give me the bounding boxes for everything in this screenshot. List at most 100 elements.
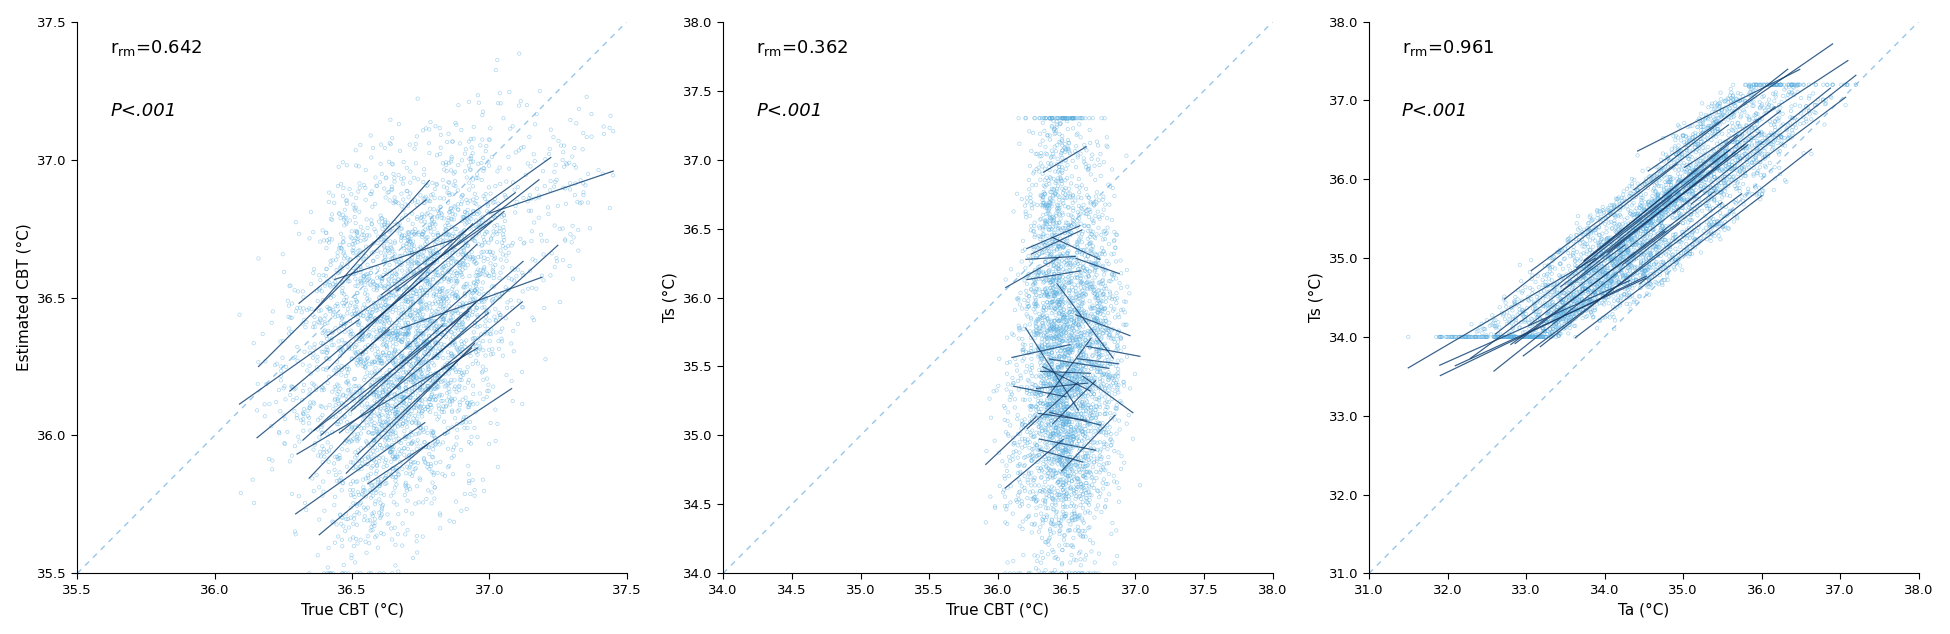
Point bbox=[365, 358, 396, 368]
Point bbox=[1039, 290, 1071, 301]
Point bbox=[1562, 266, 1593, 276]
Point bbox=[339, 462, 370, 472]
Point bbox=[1071, 350, 1102, 360]
Point bbox=[322, 417, 353, 427]
Point bbox=[1558, 278, 1589, 288]
Point bbox=[1074, 311, 1106, 321]
Point bbox=[1053, 370, 1084, 380]
Point bbox=[1782, 80, 1814, 90]
Point bbox=[1100, 361, 1131, 371]
Point bbox=[1687, 127, 1718, 138]
Point bbox=[1043, 443, 1074, 453]
Point bbox=[1630, 202, 1661, 212]
Point bbox=[390, 479, 421, 489]
Point bbox=[1580, 287, 1611, 297]
Point bbox=[1652, 176, 1683, 186]
Point bbox=[355, 469, 386, 479]
Point bbox=[1589, 280, 1620, 290]
Point bbox=[1034, 354, 1065, 364]
Point bbox=[437, 248, 468, 258]
Point bbox=[421, 373, 452, 383]
Point bbox=[468, 375, 499, 385]
Point bbox=[406, 411, 437, 422]
Point bbox=[355, 131, 386, 141]
Point bbox=[1098, 333, 1129, 343]
Point bbox=[1086, 295, 1117, 306]
Point bbox=[386, 255, 417, 265]
Point bbox=[1525, 332, 1556, 342]
Point bbox=[349, 485, 380, 495]
Point bbox=[470, 312, 501, 322]
Point bbox=[1057, 404, 1088, 414]
Point bbox=[413, 320, 445, 330]
Point bbox=[359, 313, 390, 323]
Point bbox=[1539, 319, 1570, 329]
Point bbox=[1039, 129, 1071, 139]
Point bbox=[365, 406, 396, 416]
Point bbox=[447, 234, 478, 244]
Point bbox=[1696, 223, 1728, 233]
Point bbox=[1067, 307, 1098, 318]
Point bbox=[411, 335, 443, 346]
Point bbox=[460, 347, 491, 357]
Point bbox=[1051, 382, 1082, 392]
Point bbox=[1041, 297, 1072, 307]
Point bbox=[499, 147, 530, 157]
Point bbox=[1051, 249, 1082, 259]
Point bbox=[1045, 482, 1076, 492]
Point bbox=[1082, 296, 1113, 306]
Point bbox=[1053, 484, 1084, 495]
Point bbox=[1084, 437, 1115, 447]
Point bbox=[1759, 135, 1790, 145]
Point bbox=[1057, 113, 1088, 123]
Point bbox=[1092, 355, 1123, 365]
Point bbox=[339, 295, 370, 305]
Point bbox=[435, 335, 466, 345]
Point bbox=[1022, 489, 1053, 499]
Point bbox=[1718, 163, 1749, 173]
Point bbox=[1663, 148, 1695, 158]
Point bbox=[1695, 227, 1726, 237]
Point bbox=[1566, 281, 1597, 291]
Point bbox=[1581, 273, 1613, 283]
Point bbox=[316, 235, 347, 245]
Point bbox=[1632, 164, 1663, 174]
Point bbox=[1638, 259, 1669, 269]
Point bbox=[413, 223, 445, 233]
Point bbox=[1002, 189, 1034, 199]
Point bbox=[1702, 158, 1734, 168]
Point bbox=[1496, 332, 1527, 342]
Point bbox=[1700, 119, 1732, 129]
Point bbox=[1572, 264, 1603, 274]
Point bbox=[353, 403, 384, 413]
Point bbox=[1745, 101, 1776, 111]
Point bbox=[374, 304, 406, 314]
Point bbox=[349, 183, 380, 193]
Point bbox=[1615, 257, 1646, 267]
Point bbox=[372, 243, 404, 253]
Point bbox=[1581, 275, 1613, 285]
Point bbox=[1030, 496, 1061, 507]
Point bbox=[376, 184, 408, 195]
Point bbox=[1650, 235, 1681, 245]
Point bbox=[417, 235, 449, 245]
Point bbox=[1656, 205, 1687, 215]
Point bbox=[1065, 401, 1096, 411]
Point bbox=[427, 401, 458, 411]
Point bbox=[1624, 228, 1656, 238]
Point bbox=[400, 348, 431, 358]
Point bbox=[1016, 284, 1047, 294]
Point bbox=[1098, 274, 1129, 284]
Point bbox=[460, 356, 491, 366]
Point bbox=[369, 417, 400, 427]
Point bbox=[1076, 410, 1108, 420]
Point bbox=[1759, 120, 1790, 130]
Point bbox=[1552, 271, 1583, 281]
Point bbox=[427, 330, 458, 340]
Point bbox=[1043, 167, 1074, 177]
Point bbox=[390, 406, 421, 417]
Point bbox=[1566, 294, 1597, 304]
Point bbox=[1028, 381, 1059, 391]
Point bbox=[402, 401, 433, 411]
Point bbox=[421, 334, 452, 344]
